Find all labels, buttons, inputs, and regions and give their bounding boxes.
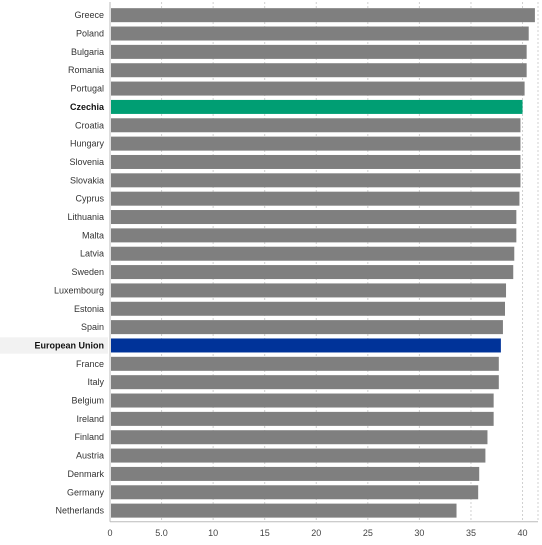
category-label-italy: Italy (87, 377, 104, 387)
bar-european-union[interactable] (111, 338, 501, 353)
bar-malta[interactable] (111, 228, 517, 243)
category-label-poland: Poland (76, 29, 104, 39)
bar-ireland[interactable] (111, 411, 494, 426)
bar-croatia[interactable] (111, 118, 521, 133)
x-tick-label-2: 10 (208, 528, 218, 538)
category-label-austria: Austria (76, 451, 104, 461)
bar-romania[interactable] (111, 63, 527, 78)
category-label-latvia: Latvia (80, 249, 104, 259)
x-tick-label-8: 40 (518, 528, 528, 538)
category-label-czechia: Czechia (70, 102, 105, 112)
category-label-european-union: European Union (35, 340, 105, 350)
category-label-spain: Spain (81, 322, 104, 332)
bar-greece[interactable] (111, 8, 535, 23)
bar-lithuania[interactable] (111, 210, 517, 225)
category-label-netherlands: Netherlands (55, 506, 104, 516)
bar-france[interactable] (111, 356, 499, 371)
category-label-lithuania: Lithuania (67, 212, 104, 222)
bar-luxembourg[interactable] (111, 283, 507, 298)
x-tick-label-1: 5.0 (155, 528, 168, 538)
category-label-malta: Malta (82, 230, 104, 240)
bar-latvia[interactable] (111, 246, 515, 261)
bar-netherlands[interactable] (111, 503, 457, 518)
x-tick-label-5: 25 (363, 528, 373, 538)
x-axis: 0 5.0 10 15 20 25 30 35 40 (107, 2, 538, 538)
bar-cyprus[interactable] (111, 191, 520, 206)
bar-slovenia[interactable] (111, 154, 521, 169)
category-label-hungary: Hungary (70, 139, 105, 149)
category-label-greece: Greece (74, 10, 104, 20)
bar-finland[interactable] (111, 430, 488, 445)
category-label-cyprus: Cyprus (75, 194, 104, 204)
bar-bulgaria[interactable] (111, 44, 527, 59)
category-label-sweden: Sweden (71, 267, 104, 277)
x-tick-label-7: 35 (466, 528, 476, 538)
bar-germany[interactable] (111, 485, 479, 500)
bar-slovakia[interactable] (111, 173, 521, 188)
category-label-belgium: Belgium (71, 396, 104, 406)
bar-poland[interactable] (111, 26, 529, 41)
bar-czechia[interactable] (111, 99, 523, 114)
bar-estonia[interactable] (111, 301, 505, 316)
category-label-croatia: Croatia (75, 120, 104, 130)
category-labels: Greece Poland Bulgaria Romania Portugal Czech… (0, 10, 108, 516)
category-label-germany: Germany (67, 487, 105, 497)
bar-portugal[interactable] (111, 81, 525, 96)
bar-spain[interactable] (111, 320, 503, 335)
bar-belgium[interactable] (111, 393, 494, 408)
category-label-denmark: Denmark (67, 469, 104, 479)
x-tick-label-0: 0 (107, 528, 112, 538)
category-label-portugal: Portugal (70, 84, 104, 94)
category-label-bulgaria: Bulgaria (71, 47, 104, 57)
category-label-estonia: Estonia (74, 304, 104, 314)
x-tick-label-3: 15 (260, 528, 270, 538)
eu-label-highlight (0, 337, 108, 354)
x-tick-label-4: 20 (311, 528, 321, 538)
bar-italy[interactable] (111, 375, 499, 390)
bar-austria[interactable] (111, 448, 486, 463)
category-label-romania: Romania (68, 65, 104, 75)
category-label-ireland: Ireland (76, 414, 104, 424)
category-label-finland: Finland (74, 432, 104, 442)
bar-hungary[interactable] (111, 136, 521, 151)
category-label-france: France (76, 359, 104, 369)
bars (111, 8, 535, 518)
category-label-luxembourg: Luxembourg (54, 285, 104, 295)
bar-denmark[interactable] (111, 466, 480, 481)
category-label-slovenia: Slovenia (69, 157, 104, 167)
bar-sweden[interactable] (111, 265, 514, 280)
category-label-slovakia: Slovakia (70, 175, 104, 185)
x-tick-label-6: 30 (414, 528, 424, 538)
